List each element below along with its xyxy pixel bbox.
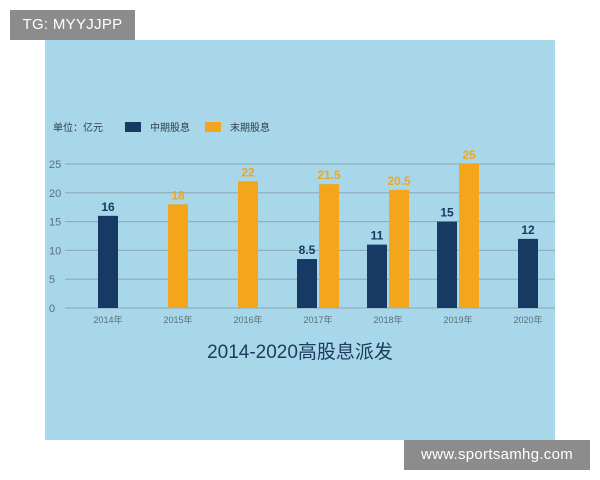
bar-末期股息-2018年 [389,189,409,308]
x-tick-label-2017年: 2017年 [303,314,332,325]
y-tick-label-5: 5 [49,274,55,286]
data-label-末期股息-2019年: 25 [462,148,476,162]
data-label-中期股息-2014年: 16 [101,200,115,214]
bar-中期股息-2017年 [297,259,317,308]
x-tick-label-2015年: 2015年 [163,314,192,325]
data-label-末期股息-2016年: 22 [241,165,255,179]
data-label-中期股息-2020年: 12 [521,223,535,237]
data-label-中期股息-2019年: 15 [440,206,454,220]
data-label-末期股息-2017年: 21.5 [317,168,341,182]
y-tick-label-15: 15 [49,217,61,229]
y-tick-label-25: 25 [49,159,61,171]
bar-末期股息-2015年 [168,204,188,308]
x-tick-label-2019年: 2019年 [443,314,472,325]
bar-末期股息-2017年 [319,184,339,308]
bar-末期股息-2016年 [238,181,258,308]
dividend-bar-chart: 0 5 10 15 20 25 单位：亿元 中期股息 末期股息 16 2014年 18 2015年 22 2… [49,121,555,363]
bar-中期股息-2014年 [98,215,118,308]
unit-label: 单位：亿元 [53,121,103,134]
x-tick-label-2020年: 2020年 [513,314,542,325]
legend-swatch-0 [125,122,141,132]
watermark-top-left: TG: MYYJJPP [10,10,135,40]
data-label-中期股息-2017年: 8.5 [299,243,316,257]
x-tick-label-2016年: 2016年 [233,314,262,325]
bar-中期股息-2019年 [437,221,457,308]
bar-中期股息-2020年 [518,238,538,308]
bar-末期股息-2019年 [459,164,479,308]
x-tick-label-2014年: 2014年 [93,314,122,325]
chart-panel: 0 5 10 15 20 25 单位：亿元 中期股息 末期股息 16 2014年 18 2015年 22 2… [45,40,555,440]
y-tick-label-10: 10 [49,245,61,257]
legend-swatch-1 [205,122,221,132]
y-tick-label-20: 20 [49,188,61,200]
legend-label-0: 中期股息 [150,121,190,134]
watermark-bottom-right: www.sportsamhg.com [404,440,590,470]
chart-title: 2014-2020高股息派发 [207,341,393,363]
y-tick-label-0: 0 [49,303,55,315]
bar-中期股息-2018年 [367,244,387,308]
x-tick-label-2018年: 2018年 [373,314,402,325]
legend-label-1: 末期股息 [230,121,270,134]
data-label-末期股息-2018年: 20.5 [387,174,411,188]
data-label-中期股息-2018年: 11 [371,229,384,243]
data-label-末期股息-2015年: 18 [171,188,185,202]
